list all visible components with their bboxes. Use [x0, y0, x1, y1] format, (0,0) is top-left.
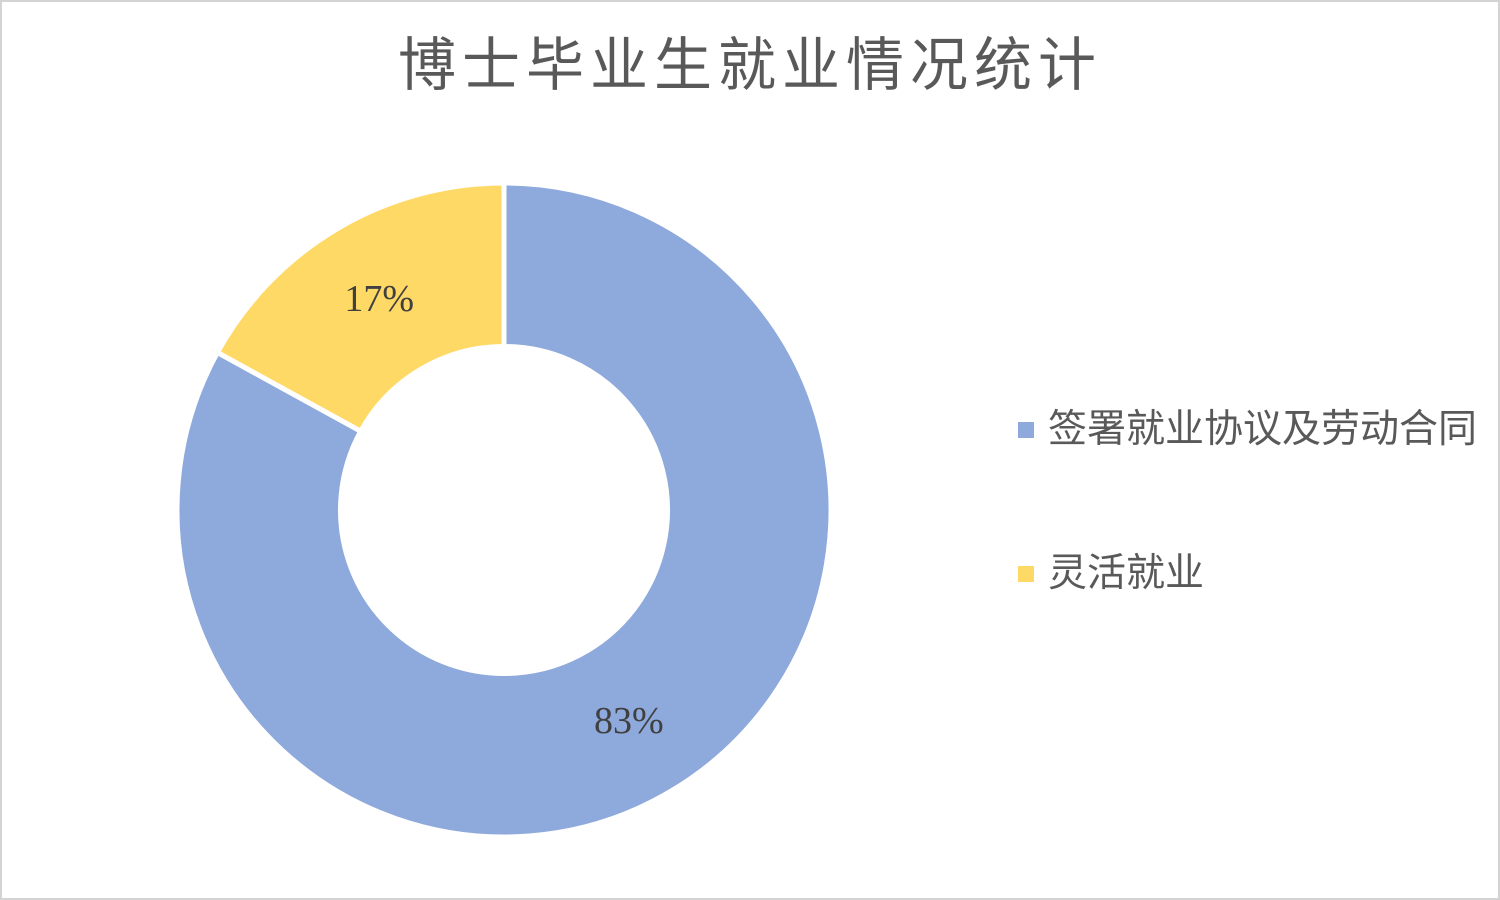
data-label-0: 83%: [594, 700, 664, 742]
pie-slice-0: [174, 180, 834, 840]
legend-swatch-yellow: [1018, 566, 1034, 582]
legend: 签署就业协议及劳动合同 灵活就业: [1018, 406, 1477, 598]
legend-item-flexible-employment: 灵活就业: [1018, 550, 1477, 598]
data-label-1: 17%: [344, 278, 414, 320]
pie-slice-1: [214, 180, 507, 435]
legend-label: 灵活就业: [1048, 552, 1205, 595]
legend-label: 签署就业协议及劳动合同: [1048, 408, 1478, 451]
legend-swatch-blue: [1018, 422, 1034, 438]
chart-title: 博士毕业生就业情况统计: [397, 33, 1102, 98]
legend-item-signed-contract: 签署就业协议及劳动合同: [1018, 406, 1477, 454]
